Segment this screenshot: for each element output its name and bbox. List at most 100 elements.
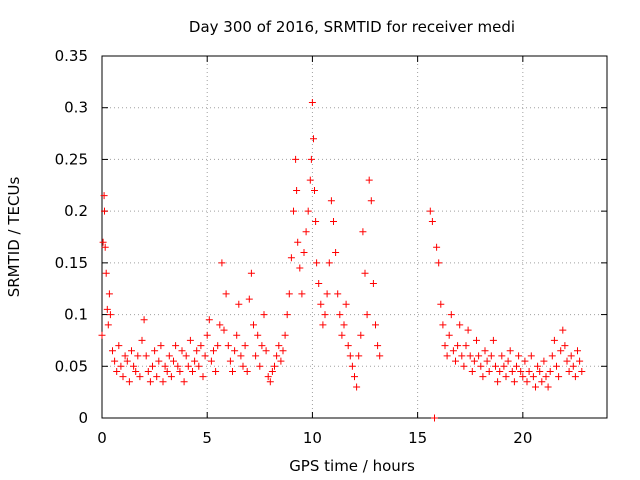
data-point (485, 368, 493, 375)
data-point (506, 347, 514, 355)
data-point (218, 259, 226, 267)
data-point (132, 368, 140, 375)
data-point (346, 352, 354, 360)
data-point (464, 326, 472, 334)
data-point (119, 373, 127, 381)
x-tick-label: 15 (408, 429, 427, 447)
data-point (559, 326, 567, 334)
data-point (313, 259, 321, 267)
data-point (546, 368, 554, 375)
data-point (325, 259, 333, 267)
data-point (361, 269, 369, 277)
data-point (376, 352, 384, 360)
data-point (460, 362, 468, 370)
data-point (105, 290, 113, 298)
data-point (374, 342, 382, 350)
data-point (298, 290, 306, 298)
data-point (103, 305, 111, 313)
data-point (174, 362, 182, 370)
data-point (283, 311, 291, 319)
data-point (332, 249, 340, 256)
data-point (351, 373, 358, 381)
data-point (99, 238, 107, 246)
data-point (256, 362, 264, 370)
data-point (563, 357, 571, 365)
data-point (134, 352, 142, 360)
data-point (153, 373, 161, 381)
y-tick-label: 0 (78, 409, 88, 427)
data-point (304, 207, 312, 215)
data-point (445, 331, 453, 339)
data-point (151, 347, 159, 355)
y-tick-label: 0.35 (55, 47, 88, 65)
data-point (195, 362, 203, 370)
data-point (496, 368, 504, 375)
data-point (241, 342, 249, 350)
data-point (224, 342, 232, 350)
data-point (250, 321, 257, 329)
y-tick-labels: 0 0.05 0.1 0.15 0.2 0.25 0.3 0.35 (55, 47, 88, 427)
data-point (123, 357, 131, 365)
data-point (330, 218, 337, 225)
data-point (271, 362, 278, 370)
data-point (266, 378, 274, 386)
data-point (142, 352, 150, 360)
data-point (165, 352, 173, 360)
data-point (201, 352, 209, 360)
data-point (176, 368, 184, 375)
data-point (117, 362, 125, 370)
data-point (571, 373, 579, 381)
data-point (510, 378, 518, 386)
data-point (540, 357, 548, 365)
data-point (367, 197, 375, 205)
data-point (205, 316, 213, 324)
chart-title: Day 300 of 2016, SRMTID for receiver med… (189, 18, 515, 36)
y-tick-label: 0.15 (55, 254, 88, 272)
data-point (315, 280, 323, 287)
data-point (290, 207, 297, 215)
data-point (140, 316, 148, 324)
data-point (101, 207, 108, 215)
x-tick-labels: 0 5 10 15 20 (97, 429, 532, 447)
data-point (287, 254, 295, 262)
data-point (149, 362, 156, 370)
data-point (167, 373, 175, 381)
data-point (466, 352, 474, 360)
data-point (365, 176, 373, 184)
data-point (100, 192, 108, 200)
x-axis-label: GPS time / hours (289, 457, 415, 475)
data-point (456, 321, 464, 329)
data-point (321, 311, 329, 319)
data-point (310, 135, 317, 143)
data-point (359, 228, 367, 236)
data-point (307, 155, 315, 163)
data-point (542, 373, 550, 381)
data-point (348, 362, 356, 370)
data-point (193, 347, 201, 355)
data-point (207, 357, 215, 365)
data-point (163, 368, 171, 375)
data-point (262, 347, 270, 355)
grid-lines (102, 56, 607, 418)
data-point (102, 269, 110, 277)
data-point (279, 347, 287, 355)
data-point (197, 342, 205, 350)
data-point (178, 347, 186, 355)
x-tick-label: 5 (202, 429, 212, 447)
data-point (254, 331, 262, 339)
data-point (243, 368, 251, 375)
y-tick-label: 0.1 (64, 306, 88, 324)
data-point (161, 362, 169, 370)
data-point (216, 321, 224, 329)
data-point (277, 357, 285, 365)
data-point (428, 218, 436, 225)
data-point (519, 373, 527, 381)
data-point (306, 176, 314, 184)
data-point (561, 342, 569, 350)
data-point (477, 362, 485, 370)
data-point (252, 352, 260, 360)
data-point (319, 321, 327, 329)
data-point (513, 362, 520, 370)
data-point (170, 357, 177, 365)
